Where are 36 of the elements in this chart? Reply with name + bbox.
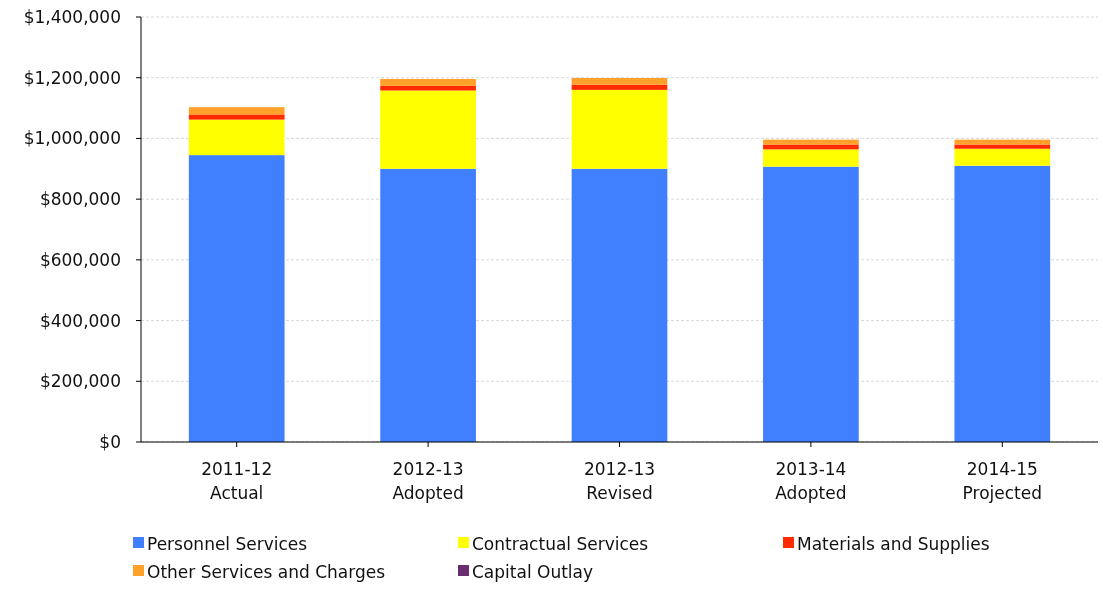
bar [954, 165, 1051, 442]
y-tick-label: $800,000 [39, 189, 121, 210]
x-tick-label: 2014-15 Projected [962, 459, 1043, 503]
legend-label: Contractual Services [472, 534, 649, 554]
y-tick-label: $200,000 [39, 371, 121, 392]
y-tick-label: $1,400,000 [23, 6, 121, 27]
bar [763, 149, 859, 167]
bar [571, 168, 668, 442]
bar [380, 168, 476, 442]
legend-label: Personnel Services [147, 534, 308, 554]
bar [763, 139, 859, 145]
bar [954, 144, 1051, 149]
bar [380, 78, 476, 86]
bar [571, 78, 668, 85]
bar [763, 166, 859, 442]
bar [188, 114, 285, 120]
bar [954, 148, 1051, 166]
legend-label: Other Services and Charges [147, 562, 386, 582]
bar [954, 139, 1051, 145]
y-tick-label: $0 [99, 431, 121, 452]
bar [188, 155, 285, 442]
y-tick-label: $400,000 [39, 310, 121, 331]
legend-label: Materials and Supplies [797, 534, 990, 554]
bar [571, 84, 668, 90]
bar [380, 90, 476, 169]
bar [188, 119, 285, 156]
x-tick-label: 2011-12 Actual [201, 459, 273, 503]
bar [571, 89, 668, 169]
y-tick-label: $1,000,000 [23, 128, 121, 149]
y-tick-label: $1,200,000 [23, 67, 121, 88]
x-tick-label: 2012-13 Adopted [392, 459, 464, 503]
x-tick-label: 2012-13 Revised [583, 459, 656, 503]
y-tick-label: $600,000 [39, 249, 121, 270]
bar [188, 107, 285, 115]
legend-label: Capital Outlay [472, 562, 594, 582]
x-tick-label: 2013-14 Adopted [775, 459, 847, 503]
